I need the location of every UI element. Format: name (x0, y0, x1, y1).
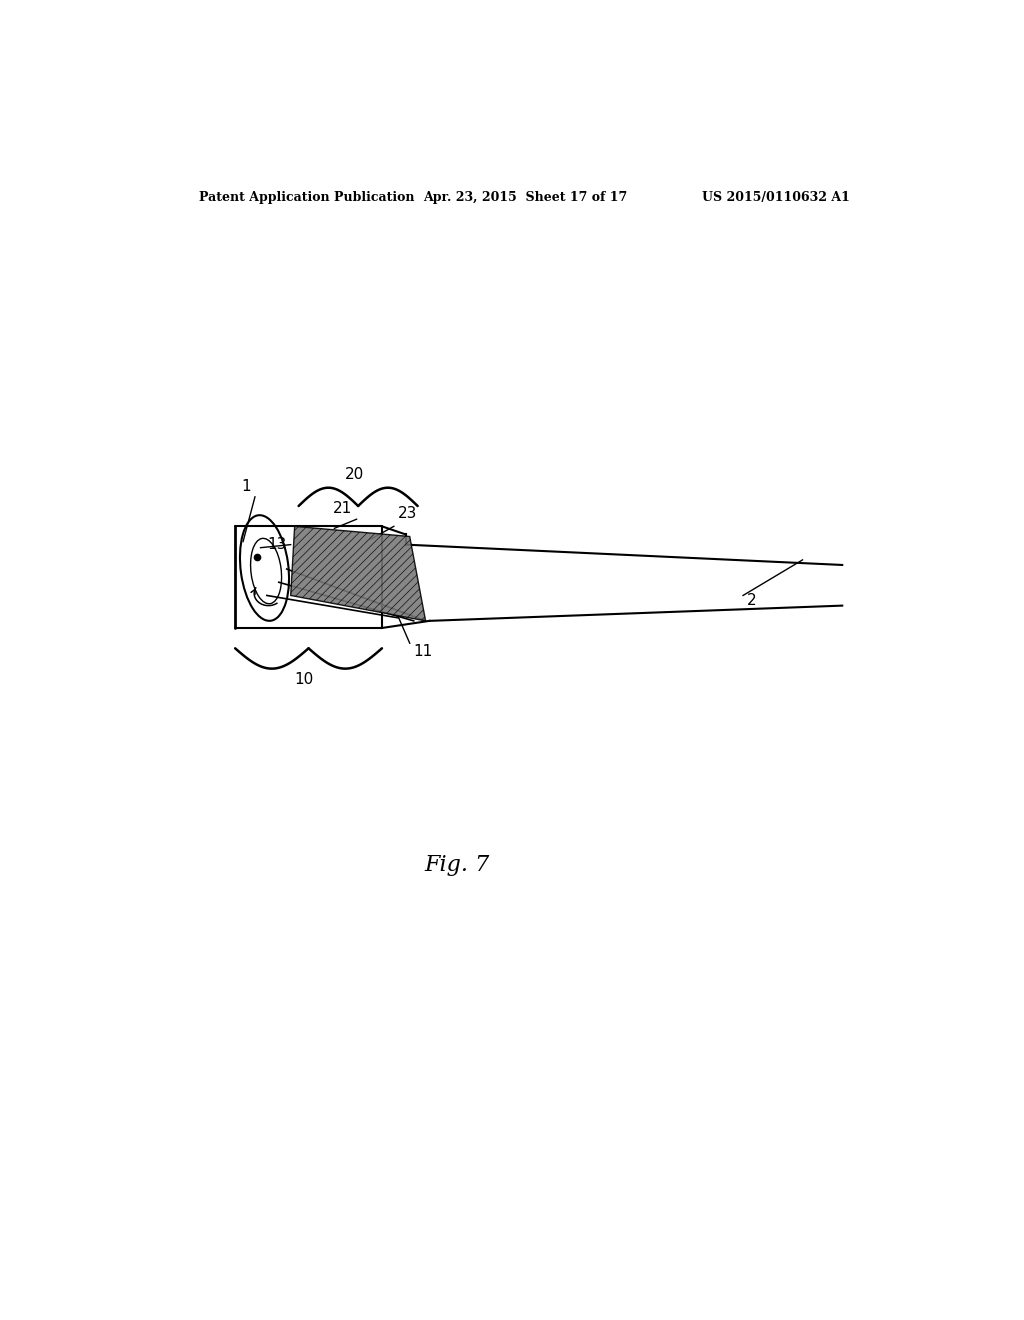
Text: 1: 1 (242, 479, 251, 494)
Text: US 2015/0110632 A1: US 2015/0110632 A1 (702, 191, 850, 203)
Text: Fig. 7: Fig. 7 (425, 854, 489, 875)
Text: 10: 10 (295, 672, 313, 686)
Text: Apr. 23, 2015  Sheet 17 of 17: Apr. 23, 2015 Sheet 17 of 17 (423, 191, 627, 203)
Text: 11: 11 (414, 644, 433, 659)
Text: Patent Application Publication: Patent Application Publication (200, 191, 415, 203)
Text: 21: 21 (334, 502, 352, 516)
Text: 2: 2 (748, 593, 757, 609)
Text: 23: 23 (397, 507, 417, 521)
Polygon shape (291, 527, 426, 620)
Text: 20: 20 (344, 466, 364, 482)
Text: 13: 13 (267, 537, 287, 552)
